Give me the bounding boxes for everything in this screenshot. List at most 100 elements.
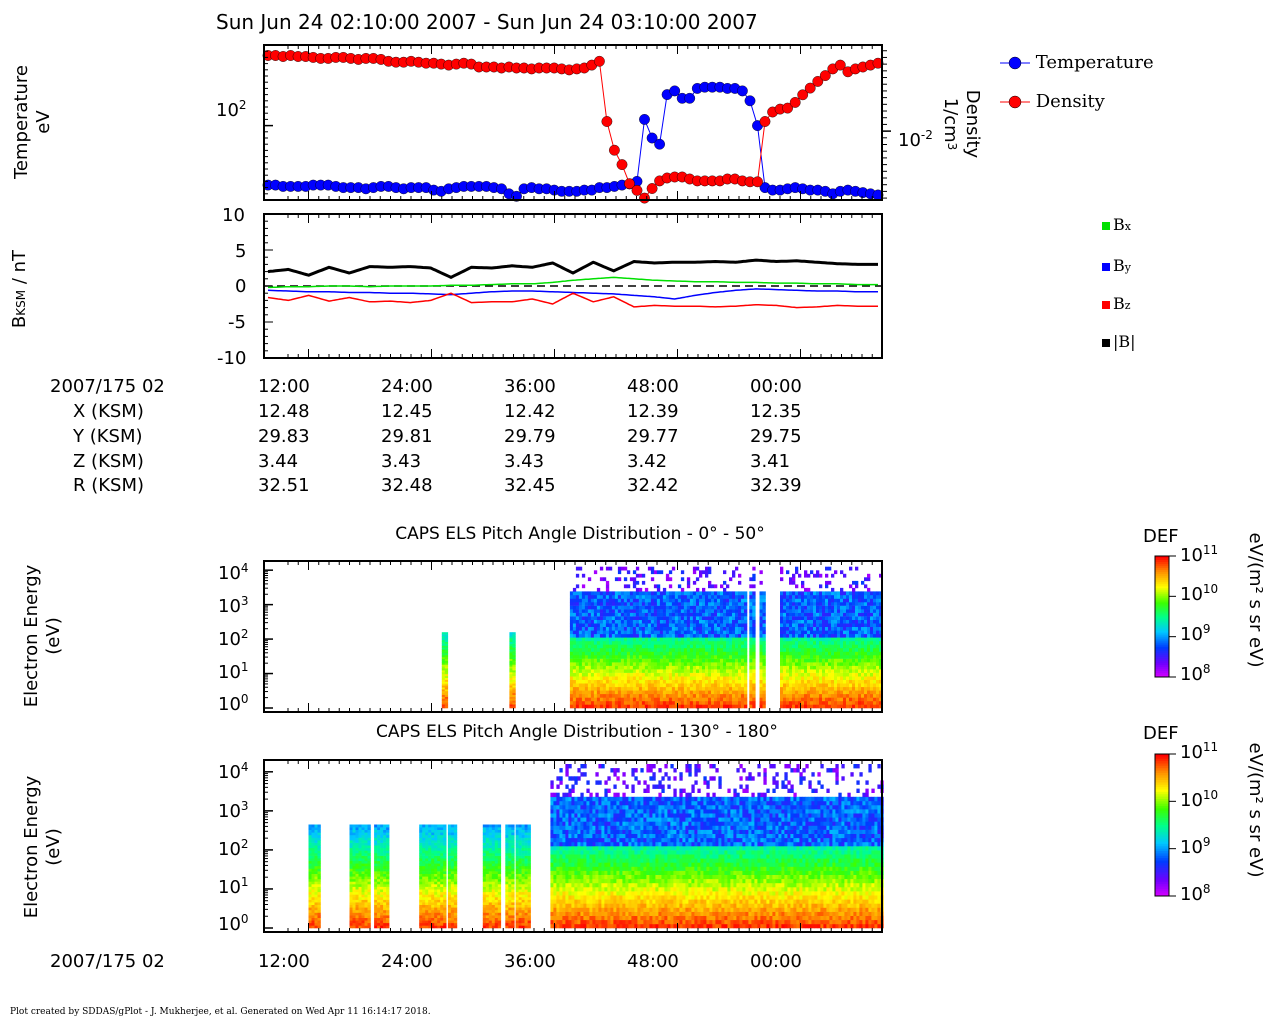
els-low-cell <box>620 633 625 638</box>
els-low-cell <box>849 644 853 649</box>
els-low-cell <box>705 651 709 656</box>
els-high-cell <box>377 871 381 874</box>
els-high-cell <box>364 925 368 929</box>
els-low-cell <box>780 566 784 571</box>
els-low-cell <box>680 633 685 638</box>
els-high-cell <box>314 858 318 862</box>
els-low-cell <box>635 704 640 709</box>
els-low-cell <box>804 669 808 673</box>
els-low-cell <box>837 651 841 656</box>
els-low-cell <box>512 654 516 658</box>
els-low-cell <box>759 602 763 606</box>
els-high-cell <box>377 907 381 911</box>
els-low-cell <box>575 640 580 645</box>
els-high-cell <box>364 832 368 836</box>
els-low-cell <box>662 623 667 627</box>
els-low-cell <box>864 697 868 702</box>
els-high-cell <box>386 891 390 895</box>
els-low-cell <box>680 595 685 599</box>
els-low-cell <box>638 616 643 620</box>
els-high-cell <box>367 917 371 921</box>
els-low-cell <box>596 693 601 698</box>
els-low-cell <box>861 633 865 638</box>
els-low-cell <box>732 676 736 680</box>
els-low-cell <box>653 626 658 631</box>
els-high-cell <box>361 832 365 836</box>
els-low-cell <box>605 580 610 585</box>
els-low-cell <box>578 693 583 698</box>
els-low-cell <box>807 619 811 624</box>
els-high-cell <box>377 837 381 841</box>
els-low-cell <box>602 686 607 691</box>
els-high-cell <box>386 842 390 846</box>
els-low-cell <box>581 612 586 617</box>
els-low-cell <box>584 686 589 691</box>
els-low-cell <box>870 669 874 673</box>
els-low-cell <box>831 651 835 656</box>
els-high-cell <box>311 853 315 856</box>
els-low-cell <box>650 686 655 691</box>
els-low-cell <box>834 676 838 680</box>
els-high-cell <box>358 860 362 864</box>
els-low-cell <box>819 704 823 709</box>
els-low-cell <box>623 690 628 695</box>
els-low-cell <box>726 609 730 613</box>
els-low-cell <box>744 602 748 606</box>
els-low-cell <box>644 612 649 617</box>
els-low-cell <box>641 633 646 638</box>
els-low-cell <box>801 605 805 610</box>
density-point <box>789 97 801 108</box>
els-low-cell <box>611 595 616 599</box>
els-low-cell <box>444 702 449 705</box>
els-low-cell <box>843 655 847 659</box>
els-low-cell <box>689 609 694 613</box>
els-low-cell <box>792 700 796 705</box>
els-low-cell <box>749 690 753 695</box>
els-low-cell <box>831 640 835 645</box>
els-low-cell <box>608 637 613 642</box>
els-low-cell <box>795 644 799 649</box>
els-low-cell <box>626 676 631 680</box>
els-low-cell <box>831 587 835 592</box>
els-low-cell <box>581 648 586 652</box>
els-low-cell <box>569 658 574 663</box>
els-high-cell <box>374 847 378 851</box>
els-low-cell <box>569 672 574 677</box>
els-low-cell <box>444 683 449 686</box>
els-low-cell <box>608 598 613 603</box>
els-low-cell <box>752 616 756 620</box>
els-low-cell <box>840 700 844 705</box>
els-low-cell <box>723 665 727 670</box>
els-low-cell <box>509 696 513 699</box>
els-high-cell <box>383 860 387 864</box>
els-low-cell <box>671 633 676 638</box>
els-high-cell <box>386 837 390 841</box>
els-low-cell <box>677 662 682 666</box>
els-low-cell <box>590 640 595 645</box>
els-low-cell <box>816 623 820 627</box>
els-low-cell <box>876 598 880 603</box>
els-high-cell <box>374 920 378 924</box>
els-low-cell <box>644 700 649 705</box>
els-low-cell <box>668 609 673 613</box>
els-high-cell <box>367 850 371 854</box>
els-low-cell <box>686 609 691 613</box>
els-low-cell <box>834 595 838 599</box>
els-low-cell <box>792 598 796 603</box>
els-low-cell <box>590 644 595 649</box>
els-low-cell <box>617 644 622 649</box>
els-low-cell <box>822 633 826 638</box>
els-high-cell <box>358 884 362 887</box>
els-low-cell <box>789 690 793 695</box>
els-low-cell <box>807 655 811 659</box>
els-low-cell <box>638 633 643 638</box>
els-low-cell <box>813 598 817 603</box>
els-low-cell <box>825 676 829 680</box>
els-low-cell <box>732 697 736 702</box>
els-low-cell <box>587 644 592 649</box>
els-low-cell <box>735 665 739 670</box>
els-low-cell <box>744 644 748 649</box>
els-low-cell <box>834 605 838 610</box>
els-low-cell <box>671 595 676 599</box>
els-low-cell <box>825 573 829 578</box>
